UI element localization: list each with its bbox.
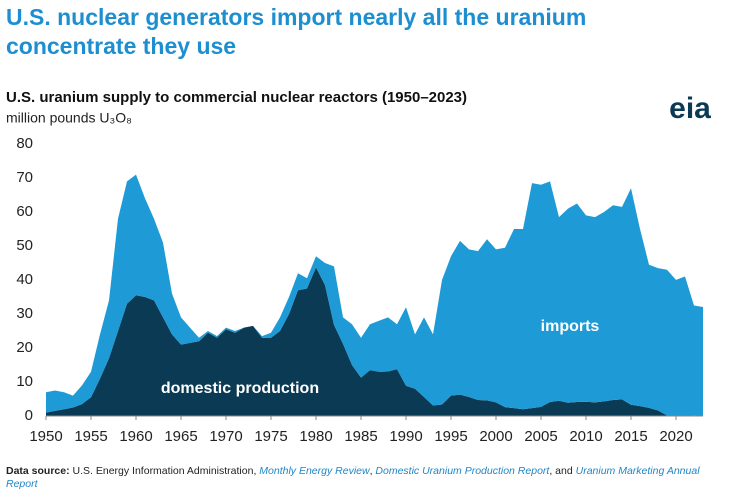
x-tick-label: 2005 [524,428,557,445]
y-tick-label: 10 [16,373,33,390]
area-label: domestic production [161,380,319,397]
y-tick-label: 70 [16,169,33,186]
x-tick-label: 1980 [299,428,332,445]
x-tick-label: 1990 [389,428,422,445]
logo: eia [669,92,711,125]
x-tick-label: 2015 [614,428,647,445]
y-tick-label: 30 [16,305,33,322]
chart-title: U.S. nuclear generators import nearly al… [6,4,586,30]
x-tick-label: 2010 [569,428,602,445]
x-tick-label: 1965 [164,428,197,445]
source-link[interactable]: Monthly Energy Review [259,465,370,477]
y-axis-unit: million pounds U₃O₈ [6,110,132,126]
source-text: , and [549,465,576,477]
x-tick-label: 1950 [29,428,62,445]
source-note: Data source: U.S. Energy Information Adm… [6,465,716,491]
source-link[interactable]: Domestic Uranium Production Report [375,465,550,477]
x-tick-label: 1955 [74,428,107,445]
y-tick-label: 60 [16,203,33,220]
y-tick-label: 0 [25,407,33,424]
chart: U.S. nuclear generators import nearly al… [6,4,711,445]
x-tick-label: 1985 [344,428,377,445]
source-text: , [369,465,376,477]
area [46,267,703,416]
y-tick-label: 80 [16,135,33,152]
chart-title-line-2: concentrate they use [6,33,236,59]
y-tick-label: 40 [16,271,33,288]
x-tick-label: 2020 [659,428,692,445]
source-label: Data source: [6,465,70,477]
x-tick-label: 1960 [119,428,152,445]
chart-subtitle: U.S. uranium supply to commercial nuclea… [6,89,467,106]
source-text: U.S. Energy Information Administration, [69,465,260,477]
x-tick-label: 1975 [254,428,287,445]
area-label: imports [541,318,600,335]
y-tick-label: 20 [16,339,33,356]
area [46,174,703,416]
x-tick-label: 1970 [209,428,242,445]
y-tick-label: 50 [16,237,33,254]
x-tick-label: 2000 [479,428,512,445]
source-link[interactable]: Uranium Marketing Annual Report [6,465,700,490]
x-tick-label: 1995 [434,428,467,445]
